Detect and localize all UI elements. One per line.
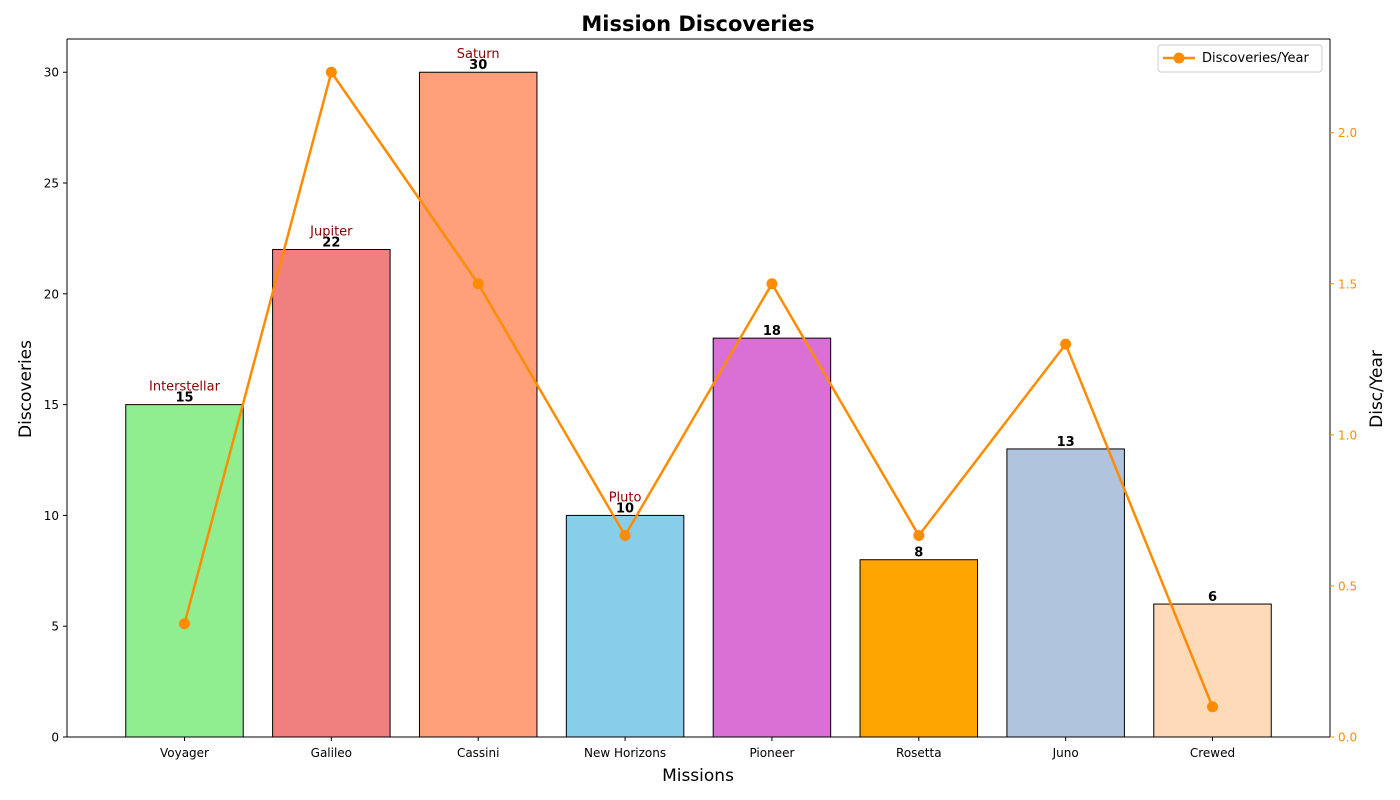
bar-voyager <box>125 404 244 738</box>
bar-juno <box>1006 448 1125 738</box>
x-tick-label: Juno <box>1052 746 1079 760</box>
bar-value-label: 13 <box>1057 435 1075 450</box>
legend-box <box>1157 44 1323 73</box>
line-point <box>913 529 925 541</box>
chart-title: Mission Discoveries <box>581 12 814 36</box>
y-tick-label: 0 <box>51 731 59 745</box>
y2-tick-label: 1.5 <box>1338 277 1357 291</box>
x-axis-title: Missions <box>662 766 734 786</box>
y-tick-label: 15 <box>44 398 59 412</box>
bar-value-label: 8 <box>914 546 923 561</box>
line-point <box>619 529 631 541</box>
line-point <box>325 66 337 78</box>
x-tick-label: Galileo <box>311 746 352 760</box>
y-tick-label: 30 <box>44 66 59 80</box>
line-point <box>178 618 190 630</box>
line-point <box>472 278 484 290</box>
y2-tick-label: 1.0 <box>1338 428 1357 442</box>
y2-axis-title: Disc/Year <box>1367 350 1387 428</box>
x-tick-label: New Horizons <box>584 746 666 760</box>
bar-annotation: Pluto <box>609 490 642 505</box>
y-tick-label: 5 <box>51 620 59 634</box>
y2-tick-label: 0.5 <box>1338 579 1357 593</box>
bar-annotation: Saturn <box>457 47 500 62</box>
y2-tick-label: 2.0 <box>1338 126 1357 140</box>
x-tick-label: Voyager <box>160 746 209 760</box>
line-point <box>1207 701 1219 713</box>
bar-annotation: Jupiter <box>309 225 353 240</box>
bar-value-label: 22 <box>322 236 340 251</box>
x-tick-label: Cassini <box>457 746 500 760</box>
x-tick-label: Pioneer <box>749 746 794 760</box>
line-layer <box>178 66 1219 713</box>
y2-tick-label: 0.0 <box>1338 731 1357 745</box>
line-point <box>766 278 778 290</box>
bar-crewed <box>1153 603 1272 738</box>
bar-value-label: 6 <box>1208 590 1217 605</box>
y-tick-label: 10 <box>44 509 59 523</box>
y-axis-title: Discoveries <box>16 340 36 438</box>
bar-pioneer <box>712 337 832 738</box>
x-tick-label: Crewed <box>1190 746 1235 760</box>
bar-value-label: 18 <box>763 324 781 339</box>
axes-layer: 0 5 10 15 20 25 30 0.0 0.5 1.0 1.5 2.0 Voyager Galile… <box>44 38 1357 760</box>
legend: Discoveries/Year <box>1157 44 1323 73</box>
bar-galileo <box>272 249 391 738</box>
bar-value-label: 10 <box>616 501 634 516</box>
annotations-layer: Interstellar Jupiter Saturn Pluto <box>149 47 641 505</box>
bar-new-horizons <box>565 514 685 738</box>
bar-annotation: Interstellar <box>149 380 221 395</box>
bar-value-label: 30 <box>469 58 487 73</box>
y-tick-label: 25 <box>44 177 59 191</box>
bar-cassini <box>418 71 538 738</box>
line-point <box>1060 338 1072 350</box>
legend-marker-swatch <box>1173 52 1185 64</box>
legend-label: Discoveries/Year <box>1202 51 1309 66</box>
y-tick-label: 20 <box>44 287 59 301</box>
bar-rosetta <box>859 559 979 738</box>
bar-value-label: 15 <box>175 391 193 406</box>
x-tick-label: Rosetta <box>896 746 942 760</box>
bars-layer: 15 22 30 10 18 8 13 6 <box>125 58 1272 738</box>
line-series-discoveries-per-year <box>183 69 1214 708</box>
